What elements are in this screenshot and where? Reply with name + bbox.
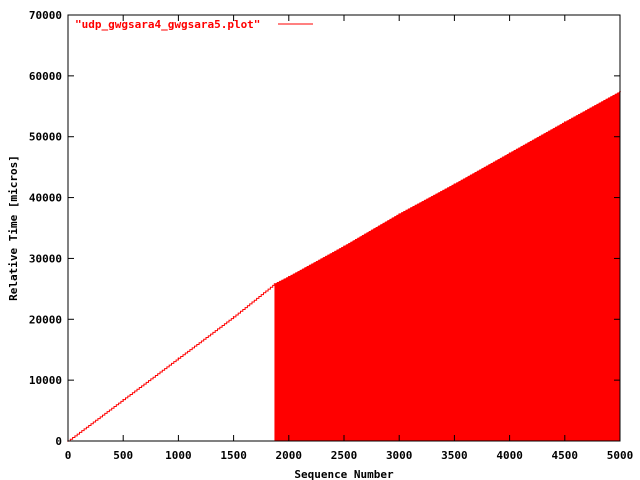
x-tick-label: 1500 — [220, 449, 247, 462]
y-tick-label: 70000 — [29, 9, 62, 22]
filled-region — [274, 91, 620, 442]
data-point — [453, 183, 456, 185]
x-tick-label: 0 — [65, 449, 72, 462]
filled-area — [274, 91, 620, 442]
y-axis: 0 10000 20000 30000 40000 50000 60000 70000 — [29, 9, 620, 448]
data-point — [122, 398, 124, 401]
x-tick-label: 3500 — [441, 449, 468, 462]
x-tick-label: 4000 — [496, 449, 523, 462]
data-point — [288, 275, 290, 278]
data-point — [398, 213, 401, 215]
y-tick-label: 40000 — [29, 192, 62, 205]
data-point — [343, 245, 345, 248]
y-tick-label: 20000 — [29, 313, 62, 326]
y-tick-label: 60000 — [29, 70, 62, 83]
data-point — [232, 316, 235, 318]
y-tick-label: 10000 — [29, 374, 62, 387]
y-axis-title: Relative Time [micros] — [7, 155, 20, 301]
legend-label: "udp_gwgsara4_gwgsara5.plot" — [75, 18, 260, 31]
y-tick-label: 0 — [55, 435, 62, 448]
x-tick-label: 1000 — [165, 449, 192, 462]
legend: "udp_gwgsara4_gwgsara5.plot" — [75, 18, 313, 31]
x-axis: 0 500 1000 1500 2000 2500 3000 3500 4000 4500 5000 — [65, 15, 634, 462]
x-tick-label: 3000 — [386, 449, 413, 462]
x-tick-label: 2000 — [276, 449, 303, 462]
x-tick-label: 2500 — [331, 449, 358, 462]
x-tick-label: 5000 — [607, 449, 634, 462]
data-point — [508, 152, 511, 154]
y-tick-label: 30000 — [29, 252, 62, 265]
x-tick-label: 4500 — [552, 449, 579, 462]
data-point — [564, 121, 566, 123]
x-axis-title: Sequence Number — [294, 468, 394, 480]
data-point — [273, 283, 276, 285]
y-tick-label: 50000 — [29, 131, 62, 144]
data-point — [177, 357, 180, 360]
x-tick-label: 500 — [113, 449, 133, 462]
